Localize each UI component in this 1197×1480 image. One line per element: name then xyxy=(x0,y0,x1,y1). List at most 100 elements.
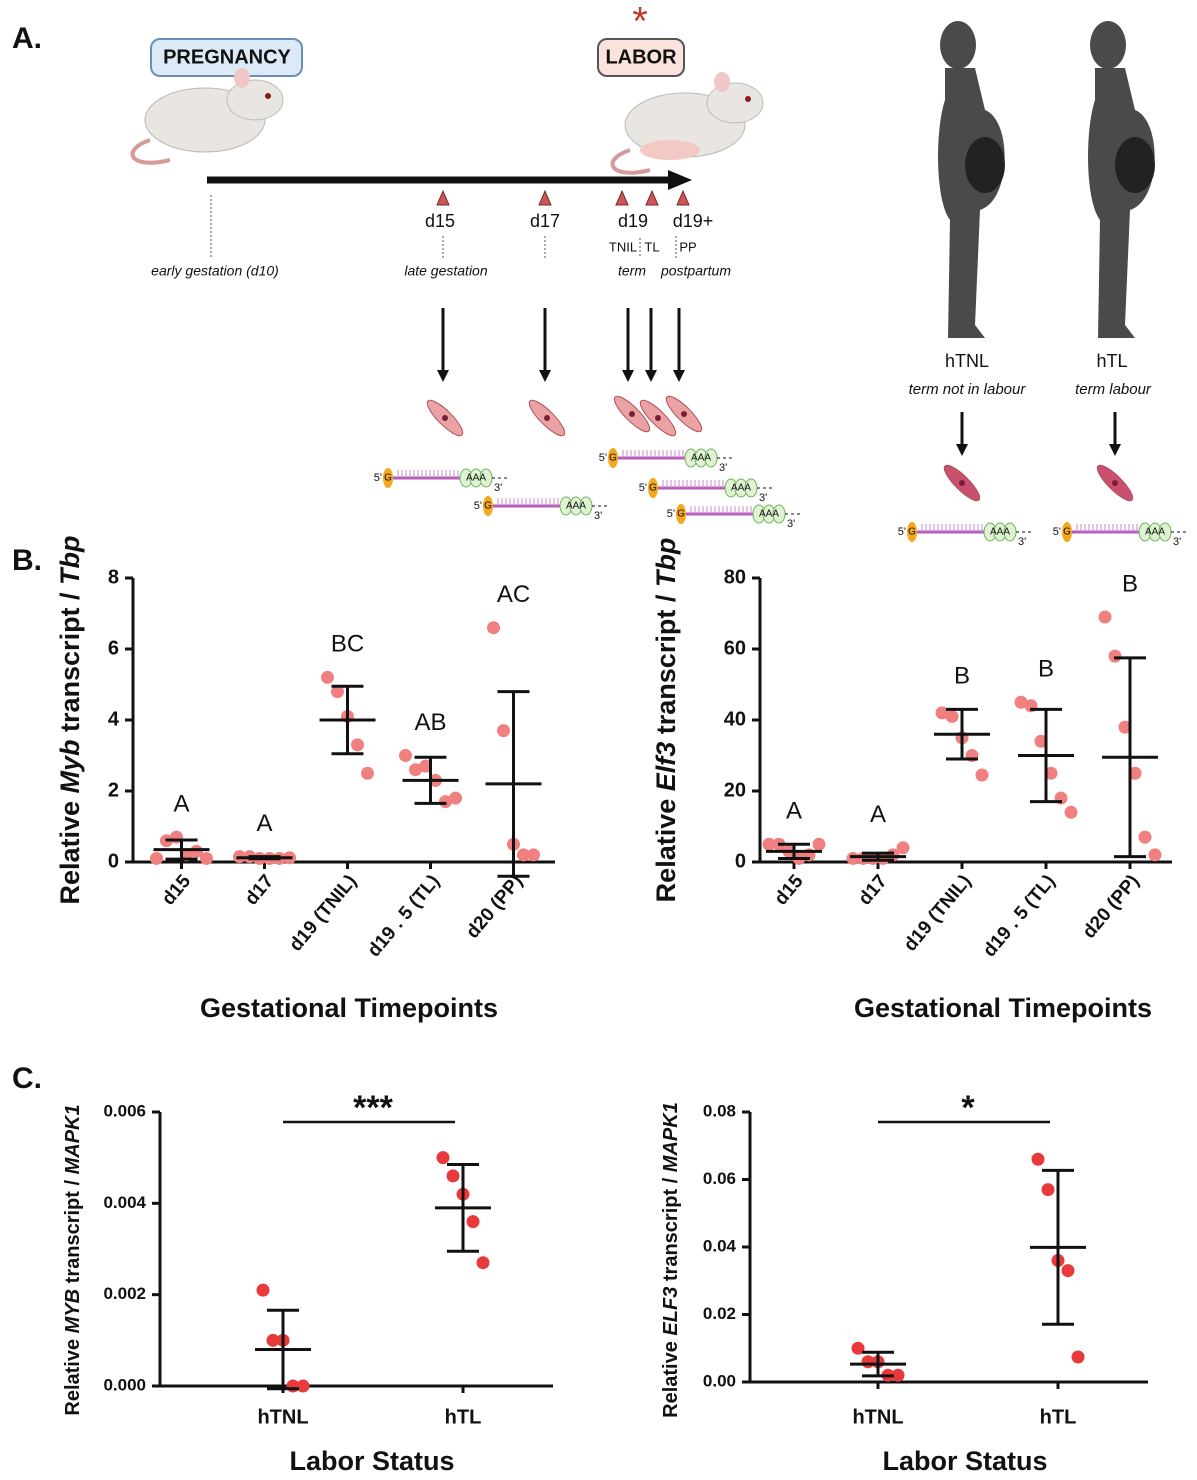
arrow-head xyxy=(622,370,634,382)
y-axis-title-part: Elf3 xyxy=(651,742,681,792)
panel-label: C. xyxy=(12,1062,42,1095)
subpoint-label: TL xyxy=(644,239,659,254)
group-letter: A xyxy=(786,798,802,825)
data-point xyxy=(476,1256,490,1270)
y-tick-label: 80 xyxy=(724,566,746,588)
x-axis-title: Labor Status xyxy=(882,1446,1047,1476)
mrna-cap-label: G xyxy=(1063,527,1071,538)
data-point xyxy=(1034,734,1048,748)
mrna-five: 5' xyxy=(374,472,382,484)
data-point xyxy=(449,791,462,805)
y-tick-label: 0 xyxy=(735,850,746,872)
arrow-head xyxy=(673,370,685,382)
y-tick-label: 0.002 xyxy=(103,1284,146,1303)
y-axis-title-part: Tbp xyxy=(55,535,85,584)
x-axis-title: Gestational Timepoints xyxy=(200,993,498,1023)
mrna-tail: AAA xyxy=(731,483,751,494)
data-point xyxy=(517,848,530,862)
data-point xyxy=(1098,610,1112,624)
mrna-cap-label: G xyxy=(609,453,617,464)
data-point xyxy=(321,670,334,684)
nucleus xyxy=(629,411,635,417)
x-tick-label: d20 (PP) xyxy=(1079,871,1144,943)
stage-label: PREGNANCY xyxy=(163,46,291,68)
data-point xyxy=(296,1379,310,1393)
mrna-tail: AAA xyxy=(566,501,586,512)
significance: *** xyxy=(353,1089,393,1127)
mrna-five: 5' xyxy=(474,500,482,512)
y-tick-label: 2 xyxy=(108,779,119,801)
mrna-three: 3' xyxy=(494,482,502,494)
nucleus xyxy=(1112,480,1118,486)
group-letter: A xyxy=(256,810,272,837)
mrna-five: 5' xyxy=(1053,526,1061,538)
timepoint-label: d15 xyxy=(425,211,455,231)
y-axis-title-part: Tbp xyxy=(651,538,681,587)
y-tick-label: 0.06 xyxy=(703,1169,736,1188)
arrow-head xyxy=(437,370,449,382)
y-tick-label: 6 xyxy=(108,637,119,659)
panel-label: B. xyxy=(12,544,42,577)
x-tick-label: hTNL xyxy=(852,1406,903,1428)
x-tick-label: d19 (TNIL) xyxy=(285,871,361,956)
data-point xyxy=(1118,720,1132,734)
arrow-head xyxy=(645,370,657,382)
y-tick-label: 20 xyxy=(724,779,746,801)
y-axis-title-part: Relative xyxy=(62,1333,84,1415)
y-axis-title-part: Myb xyxy=(55,739,85,793)
y-tick-label: 0.04 xyxy=(703,1236,737,1255)
y-tick-label: 60 xyxy=(724,637,746,659)
mrna-five: 5' xyxy=(667,508,675,520)
y-tick-label: 0 xyxy=(108,850,119,872)
data-point xyxy=(762,837,776,851)
data-point xyxy=(1064,805,1078,819)
stage-label: LABOR xyxy=(605,46,677,68)
x-tick-label: d15 xyxy=(771,871,808,910)
data-point xyxy=(399,749,412,762)
y-axis-title: Relative Elf3 transcript / Tbp xyxy=(651,538,681,903)
data-point xyxy=(945,709,959,723)
y-axis-title-part: transcript / xyxy=(62,1174,84,1288)
guide-lines xyxy=(210,195,677,258)
mrna-three: 3' xyxy=(594,510,602,522)
y-tick-label: 0.00 xyxy=(703,1371,736,1390)
arrow-head xyxy=(539,370,551,382)
stage-text: postpartum xyxy=(660,263,731,279)
data-point xyxy=(150,851,163,865)
y-tick-label: 0.08 xyxy=(703,1101,736,1120)
x-tick-label: d19 . 5 (TL) xyxy=(364,871,445,961)
group-letter: B xyxy=(1038,656,1054,683)
y-axis-title: Relative MYB transcript / MAPK1 xyxy=(62,1104,84,1415)
data-point xyxy=(1148,848,1162,862)
mrna-cap xyxy=(483,496,493,516)
mrna-three: 3' xyxy=(759,492,767,504)
group-desc: term labour xyxy=(1075,381,1152,398)
mrna-cap-label: G xyxy=(649,483,657,494)
mrna-three: 3' xyxy=(719,462,727,474)
y-axis-title-part: transcript / xyxy=(651,587,681,742)
x-tick-label: hTL xyxy=(1040,1406,1077,1428)
arrow-head xyxy=(1109,444,1121,456)
y-axis-title-part: MAPK1 xyxy=(62,1104,84,1174)
y-axis-title-part: Relative xyxy=(660,1336,682,1418)
x-tick-label: d20 (PP) xyxy=(462,871,527,943)
y-axis-title-part: ELF3 xyxy=(660,1287,682,1336)
mrna-cap xyxy=(608,448,618,468)
timepoint-markers xyxy=(436,189,690,206)
nucleus xyxy=(544,415,550,421)
stage-text: term xyxy=(618,263,646,279)
data-point xyxy=(331,685,344,699)
data-point xyxy=(891,1368,905,1382)
timepoint-label: d19+ xyxy=(673,211,714,231)
timepoint-label: d19 xyxy=(618,211,648,231)
x-tick-label: d15 xyxy=(158,871,195,910)
data-point xyxy=(1031,1152,1045,1166)
mrna-cap xyxy=(383,468,393,488)
data-point xyxy=(1128,766,1142,780)
stage-text: late gestation xyxy=(404,263,487,279)
mrna-cap-label: G xyxy=(908,527,916,538)
x-tick-label: d19 . 5 (TL) xyxy=(979,871,1060,961)
data-point xyxy=(1014,695,1028,709)
data-point xyxy=(812,837,826,851)
